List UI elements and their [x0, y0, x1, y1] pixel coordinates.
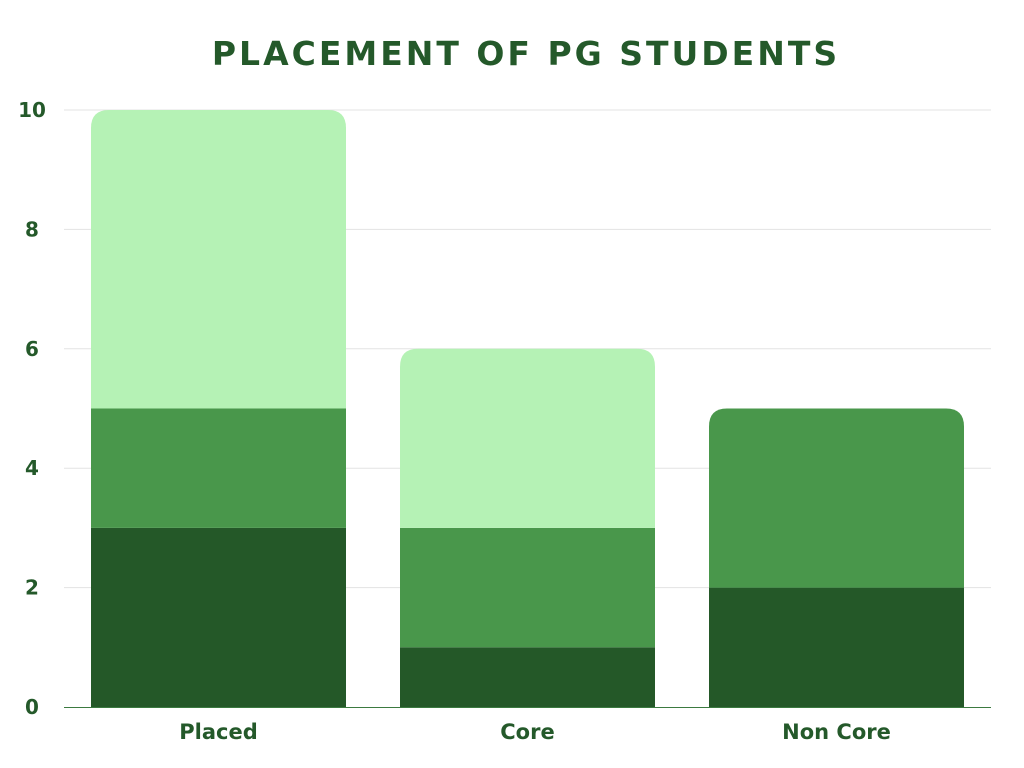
x-category-label: Placed: [179, 720, 257, 744]
y-tick-label: 10: [18, 98, 46, 122]
y-tick-label: 0: [25, 695, 39, 719]
chart-title: PLACEMENT OF PG STUDENTS: [211, 34, 841, 73]
y-tick-label: 8: [25, 217, 39, 241]
bar-segment-non-core-1: [709, 587, 964, 707]
bar-segment-placed-3: [91, 110, 346, 409]
bar-segment-core-2: [400, 527, 655, 648]
x-axis-labels: Placed Core Non Core: [179, 720, 891, 744]
bar-segment-placed-1: [91, 527, 346, 707]
y-tick-label: 4: [25, 456, 39, 480]
bar-segment-placed-2: [91, 408, 346, 528]
y-axis-ticks: 0 2 4 6 8 10: [18, 98, 46, 719]
bar-segment-non-core-2: [709, 408, 964, 588]
bar-segment-core-3: [400, 348, 655, 528]
x-category-label: Non Core: [782, 720, 891, 744]
bar-segment-core-1: [400, 647, 655, 707]
y-tick-label: 2: [25, 576, 39, 600]
y-tick-label: 6: [25, 337, 39, 361]
x-category-label: Core: [500, 720, 554, 744]
bars: [64, 110, 991, 708]
